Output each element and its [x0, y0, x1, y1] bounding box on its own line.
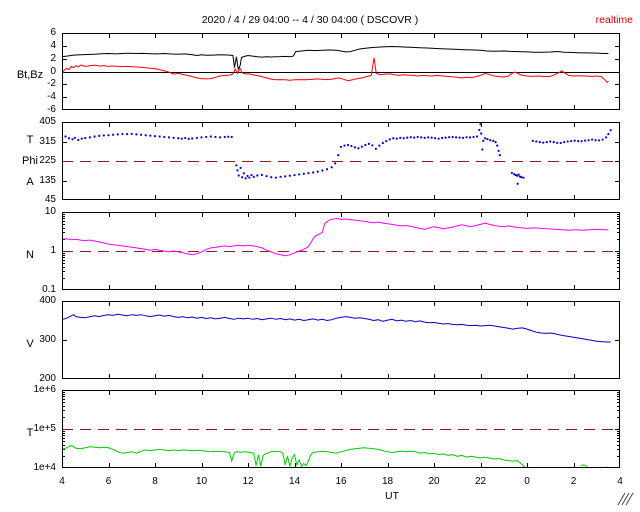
y-tick-label: 1e+4	[33, 462, 56, 473]
panel-phi-angle-canvas	[60, 122, 620, 200]
x-tick-label: 2	[570, 476, 577, 487]
ylabel-t-phi-a: T Phi A	[22, 134, 38, 188]
y-tick-label: 200	[39, 373, 56, 384]
y-tick-label: 1	[50, 245, 56, 256]
x-axis-label: UT	[385, 490, 399, 502]
y-tick-label: 135	[39, 174, 56, 186]
panel-density-n	[61, 212, 620, 290]
y-tick-label: 4	[50, 39, 56, 51]
y-tick-label: -2	[47, 78, 56, 90]
x-tick-label: 22	[474, 476, 487, 487]
x-tick-label: 8	[152, 476, 158, 487]
x-tick-label: 12	[242, 476, 254, 487]
ylabel-bt-bz: Bt,Bz	[16, 69, 44, 81]
x-tick-label: 0	[524, 476, 530, 487]
series-v	[61, 313, 611, 343]
panel-phi-angle	[60, 122, 620, 200]
ylabel-t: T	[26, 427, 34, 439]
realtime-badge: realtime	[595, 14, 633, 26]
series-n	[61, 217, 609, 257]
y-tick-label: 0.1	[42, 284, 56, 295]
x-tick-label: 14	[288, 476, 301, 487]
y-tick-label: 300	[39, 334, 56, 345]
y-tick-label: 1e+6	[33, 384, 56, 395]
y-tick-label: -6	[47, 104, 56, 115]
x-tick-label: 4	[59, 476, 65, 487]
y-tick-label: 400	[39, 295, 56, 306]
panel-bt-bz-canvas	[61, 33, 620, 110]
ylabel-n: N	[26, 249, 34, 261]
panel-velocity-v-canvas	[61, 301, 620, 379]
panel-temperature-t	[61, 390, 620, 468]
y-tick-label: 225	[39, 155, 56, 166]
y-tick-label: 1e+5	[33, 423, 56, 434]
x-tick-label: 20	[428, 476, 440, 487]
y-tick-label: 45	[44, 194, 56, 205]
panel-temperature-t-canvas	[61, 390, 620, 468]
x-tick-label: 16	[335, 476, 347, 487]
ylabel-v: V	[26, 338, 34, 350]
x-tick-label: 10	[195, 476, 208, 487]
y-tick-label: 315	[39, 135, 56, 147]
panel-density-n-canvas	[61, 212, 620, 290]
plot-title: 2020 / 4 / 29 04:00 -- 4 / 30 04:00 ( DS…	[201, 14, 419, 26]
y-tick-label: 405	[39, 116, 56, 127]
x-tick-label: 18	[381, 476, 394, 487]
panel-velocity-v	[61, 301, 620, 379]
series-bt	[61, 45, 609, 71]
y-tick-label: 6	[50, 27, 56, 38]
y-tick-label: 10	[44, 206, 56, 217]
series-bz	[61, 57, 609, 84]
y-tick-label: 2	[50, 52, 56, 64]
series-t	[61, 444, 609, 468]
corner-hatch-icon	[616, 490, 634, 512]
x-tick-label: 4	[617, 476, 623, 487]
y-tick-label: 0	[50, 65, 56, 77]
panel-bt-bz	[61, 33, 620, 110]
y-tick-label: -4	[47, 91, 56, 103]
x-tick-label: 6	[105, 476, 112, 487]
